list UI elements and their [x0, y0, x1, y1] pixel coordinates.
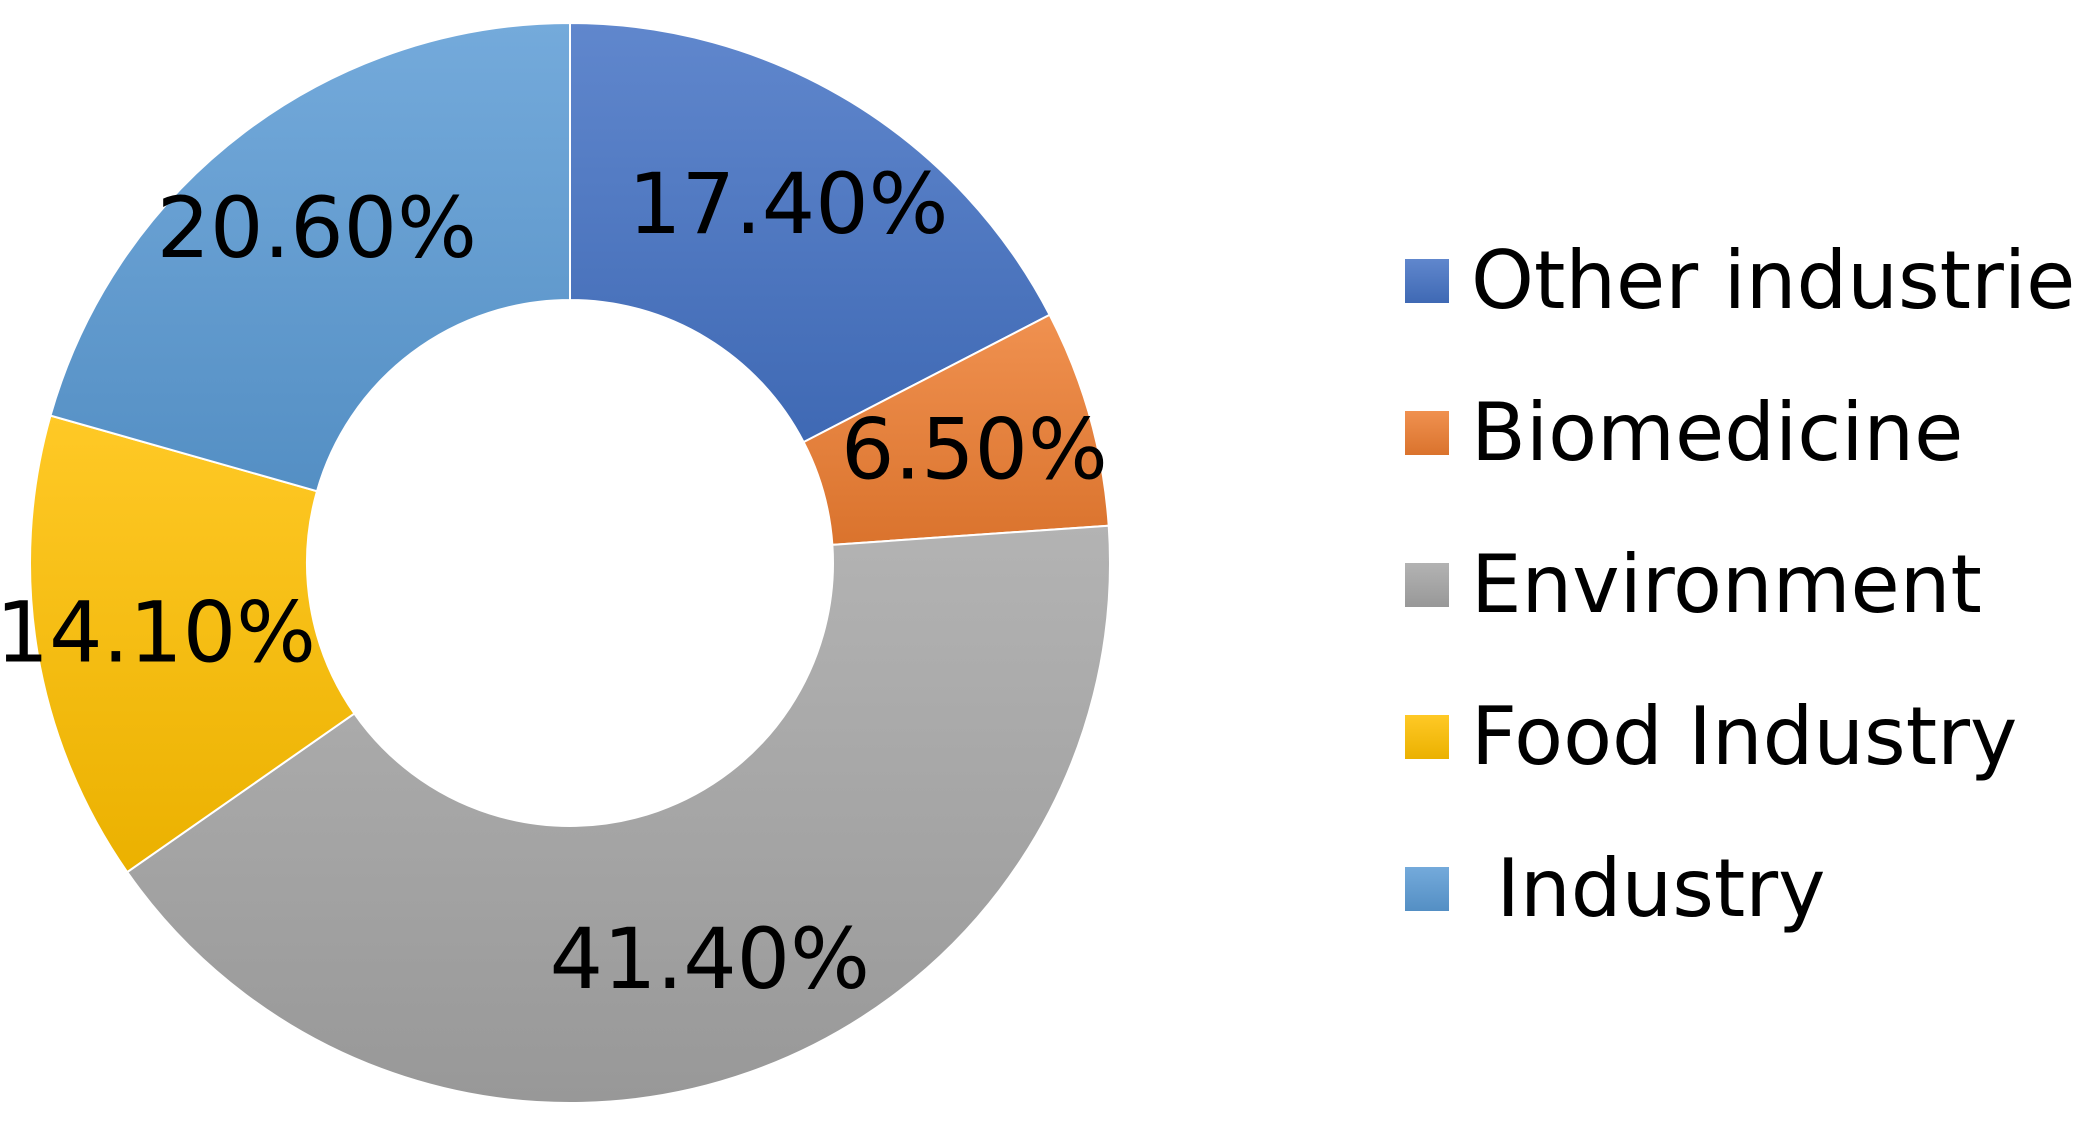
- slice-food-industry: [29, 414, 356, 874]
- legend-item-industry: Industry: [1405, 813, 2075, 965]
- legend-item-other-industries: Other industries: [1405, 205, 2079, 357]
- data-label-biomedicine: 6.50%: [841, 401, 1108, 499]
- legend-item-food-industry: Food Industry: [1405, 661, 2075, 813]
- data-label-food-industry: 14.10%: [0, 584, 316, 682]
- legend-label: Industry: [1471, 842, 1826, 935]
- legend-swatch: [1405, 563, 1449, 607]
- legend-swatch: [1405, 715, 1449, 759]
- chart-legend: Other industries Biomedicine Environment Fo…: [1405, 205, 2079, 965]
- slice-other-industries: [569, 21, 1051, 444]
- legend-swatch: [1405, 867, 1449, 911]
- data-label-other-industries: 17.40%: [628, 155, 948, 253]
- legend-swatch: [1405, 259, 1449, 303]
- data-label-environment: 41.40%: [550, 910, 870, 1008]
- slice-environment: [125, 524, 1111, 1104]
- legend-label: Food Industry: [1471, 690, 2018, 783]
- legend-swatch: [1405, 411, 1449, 455]
- data-label-industry: 20.60%: [157, 179, 477, 277]
- legend-item-biomedicine: Biomedicine: [1405, 357, 2075, 509]
- legend-label: Other industries: [1471, 234, 2079, 327]
- slice-industry: [49, 21, 571, 493]
- legend-label: Biomedicine: [1471, 386, 1964, 479]
- donut-chart: 17.40% 6.50% 41.40% 14.10% 20.60%: [0, 21, 1111, 1104]
- legend-item-environment: Environment: [1405, 509, 2075, 661]
- legend-label: Environment: [1471, 538, 1982, 631]
